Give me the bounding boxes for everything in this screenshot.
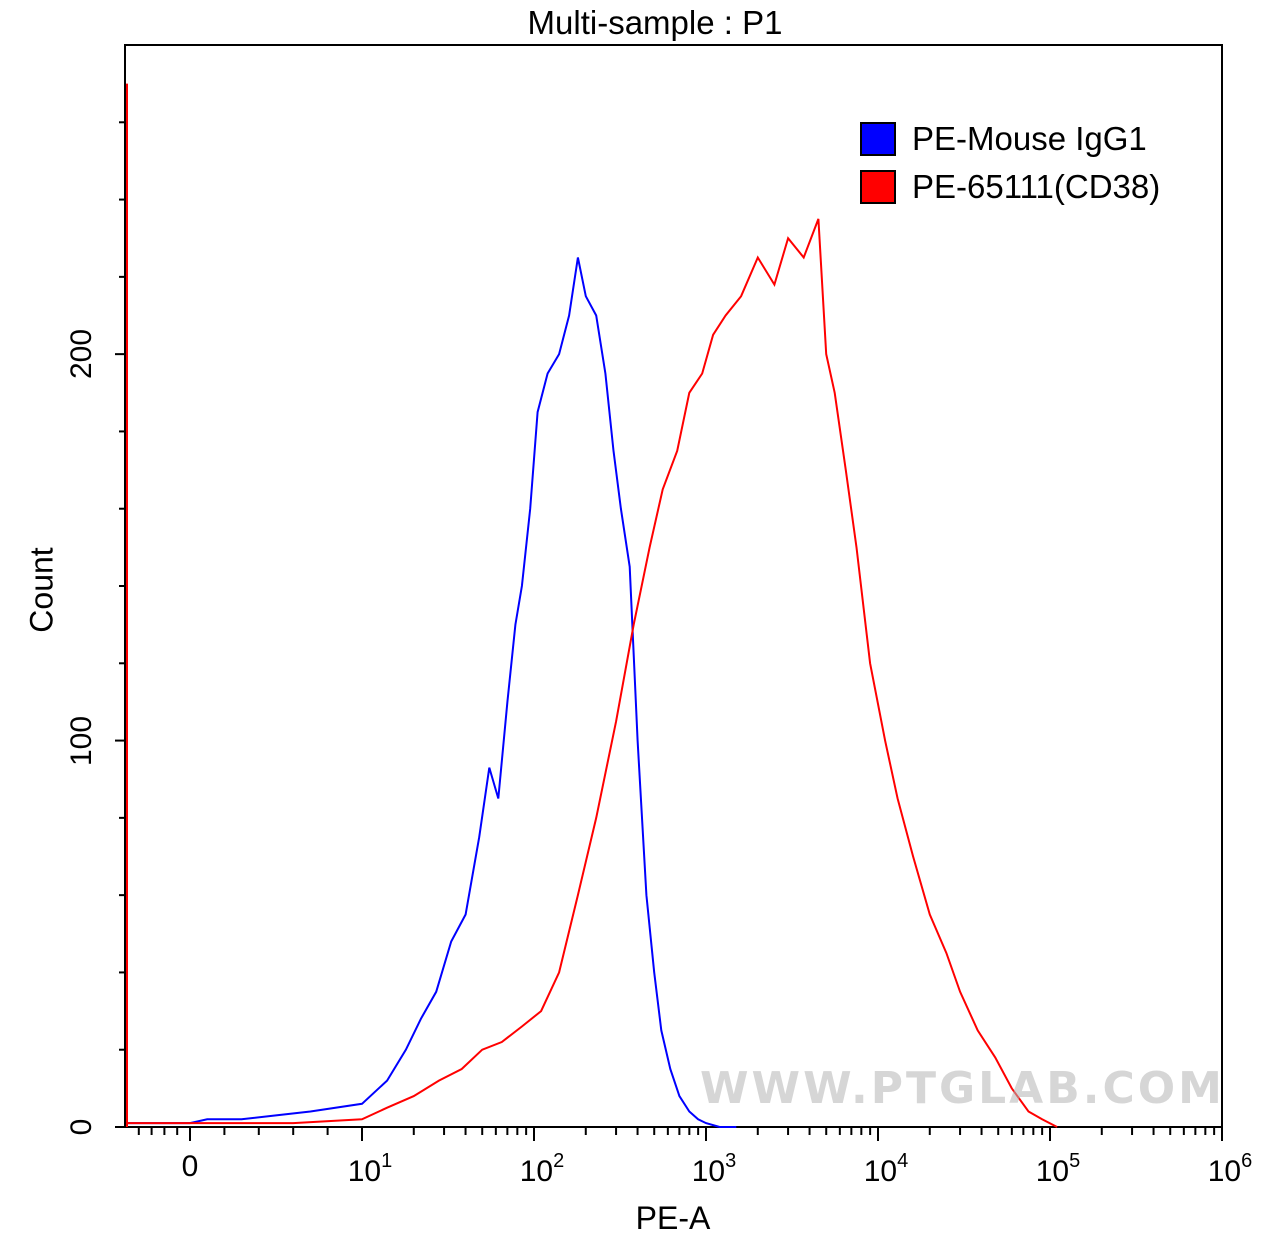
legend-label-isotype: PE-Mouse IgG1 (912, 120, 1147, 157)
plot-frame (124, 44, 1223, 1128)
x-tick-label: 103 (691, 1150, 737, 1188)
legend-item-isotype: PE-Mouse IgG1 (860, 120, 1147, 158)
legend-item-cd38: PE-65111(CD38) (860, 168, 1160, 206)
y-tick-label: 0 (65, 1118, 98, 1136)
legend-swatch-isotype (860, 122, 896, 156)
x-tick-label: 104 (863, 1150, 909, 1188)
x-tick-label: 105 (1035, 1150, 1081, 1188)
watermark: WWW.PTGLAB.COM (700, 1063, 1225, 1114)
y-axis-label: Count (23, 547, 60, 633)
x-tick-label: 101 (347, 1150, 393, 1188)
y-tick-label: 100 (65, 715, 98, 766)
legend-swatch-cd38 (860, 170, 896, 204)
legend-label-cd38: PE-65111(CD38) (912, 168, 1161, 205)
x-axis-label: PE-A (635, 1200, 711, 1236)
x-tick-label: 102 (519, 1150, 565, 1188)
chart-title: Multi-sample : P1 (527, 4, 783, 41)
y-tick-label: 200 (65, 329, 98, 380)
x-tick-label: 0 (181, 1150, 199, 1183)
series-line-1 (126, 218, 1058, 1128)
x-tick-label: 106 (1207, 1150, 1253, 1188)
series-line-0 (126, 257, 737, 1128)
